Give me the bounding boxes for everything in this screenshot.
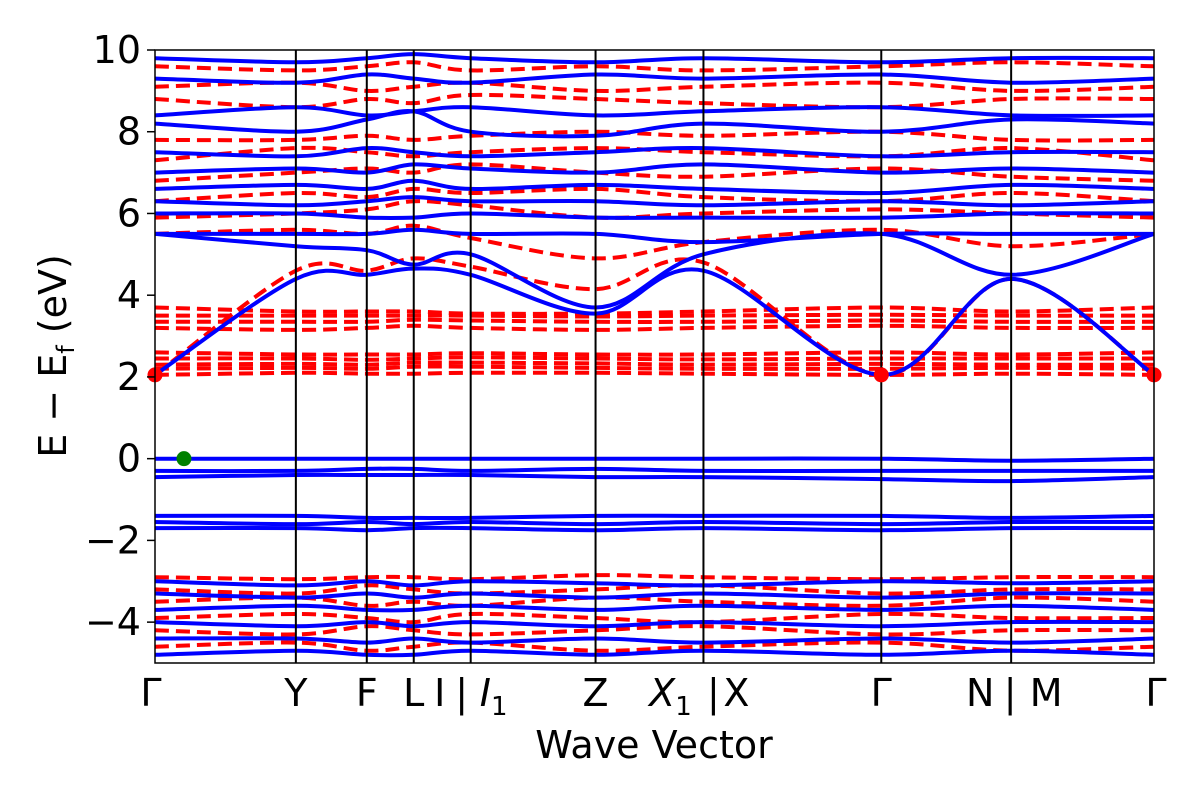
x-tick-label-11: Γ — [871, 671, 892, 715]
y-axis-label-sub: f — [52, 345, 80, 354]
solid-band-21 — [155, 619, 1154, 629]
dashed-band-4 — [155, 350, 1154, 357]
y-tick-label-7: 10 — [93, 28, 141, 72]
solid-band-17 — [155, 525, 1154, 533]
x-tick-label-7: Z — [583, 671, 609, 715]
dashed-band-6 — [155, 317, 1154, 324]
x-tick-label-5: | — [455, 671, 468, 716]
dashed-band-5 — [155, 323, 1154, 332]
bands-layer — [155, 52, 1154, 658]
y-tick-label-4: 4 — [117, 273, 141, 317]
x-tick-label-2: F — [356, 671, 378, 715]
solid-band-9 — [155, 105, 1154, 118]
solid-band-3 — [155, 211, 1154, 221]
x-tick-label-3: L — [403, 671, 424, 715]
solid-band-10 — [155, 72, 1154, 85]
kpoint-divider-lines — [294, 50, 1013, 663]
y-axis-label-unit: (eV) — [31, 254, 75, 345]
x-tick-label-13: | — [1004, 671, 1017, 716]
y-tick-label-0: −4 — [85, 600, 141, 644]
band-edge-marker-3 — [176, 451, 192, 467]
solid-band-20 — [155, 603, 1154, 613]
solid-band-14 — [155, 472, 1154, 484]
band-edge-marker-1 — [873, 367, 889, 383]
band-edge-markers — [147, 367, 1162, 467]
solid-band-8 — [155, 108, 1154, 139]
solid-band-13 — [155, 466, 1154, 474]
dashed-band-0 — [155, 370, 1154, 377]
x-tick-label-9: | — [707, 671, 720, 716]
x-tick-label-12: N — [966, 671, 994, 715]
solid-band-16 — [155, 519, 1154, 527]
solid-band-18 — [155, 579, 1154, 588]
y-axis-label: E − Ef (eV) — [31, 254, 80, 458]
solid-band-1 — [155, 231, 1154, 310]
x-axis-label: Wave Vector — [535, 723, 773, 767]
y-tick-label-3: 2 — [117, 355, 141, 399]
y-axis-label-main: E − E — [31, 354, 75, 458]
x-tick-label-8: X1 — [647, 671, 692, 722]
y-tick-label-2: 0 — [117, 437, 141, 481]
dashed-band-12 — [155, 186, 1154, 204]
x-tick-label-0: Γ — [140, 671, 161, 715]
plot-frame — [154, 49, 1155, 664]
x-tick-label-6: I1 — [480, 671, 508, 722]
dashed-band-1 — [155, 364, 1154, 371]
solid-band-23 — [155, 648, 1154, 658]
dashed-band-10 — [155, 223, 1154, 261]
x-tick-label-1: Y — [283, 671, 308, 715]
x-tick-label-15: Γ — [1145, 671, 1166, 715]
x-axis-ticks: Γ Y F L I | I1 Z X1 | X Γ N | M Γ — [140, 671, 1166, 722]
y-tick-label-6: 8 — [117, 110, 141, 154]
x-tick-label-4: I — [434, 671, 445, 715]
dashed-band-2 — [155, 360, 1154, 367]
x-tick-label-14: M — [1030, 671, 1063, 715]
y-tick-label-5: 6 — [117, 191, 141, 235]
x-tick-label-10: X — [723, 671, 749, 715]
y-axis-ticks: −4 −2 0 2 4 6 8 10 — [85, 28, 155, 644]
dashed-band-7 — [155, 312, 1154, 319]
solid-band-12 — [155, 456, 1154, 463]
solid-band-0 — [155, 266, 1154, 377]
solid-band-15 — [155, 513, 1154, 521]
solid-band-4 — [155, 195, 1154, 208]
dashed-band-8 — [155, 305, 1154, 316]
y-tick-label-1: −2 — [85, 518, 141, 562]
dashed-band-19 — [155, 573, 1154, 582]
dashed-band-3 — [155, 355, 1154, 362]
